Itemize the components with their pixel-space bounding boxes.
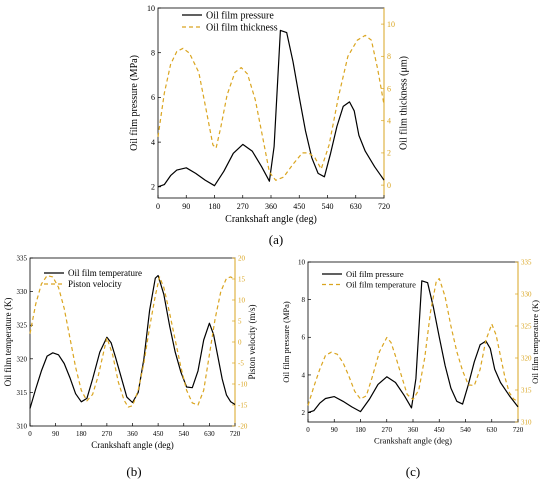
plot-frame	[29, 257, 236, 427]
left-tick-label: 10	[147, 4, 155, 13]
x-tick-label: 450	[153, 430, 164, 438]
chart-panel-c: 0 90 180 270 360 450 540 630 720 Crankshaft angle…	[280, 252, 550, 458]
right-tick-label: 310	[521, 418, 532, 426]
left-tick-label: 325	[17, 322, 28, 330]
left-tick-label: 320	[17, 355, 28, 363]
panel-label-a: (a)	[268, 232, 284, 247]
x-axis-label: Crankshaft angle (deg)	[374, 436, 452, 446]
left-tick-label: 2	[151, 183, 155, 192]
legend-label-2: Oil film thickness	[206, 23, 278, 34]
right-tick-label: 0	[387, 181, 391, 190]
x-tick-label: 630	[350, 202, 362, 211]
chart-a-svg: 0 90 180 270 360 450 540 630 720 Crankshaft angle…	[129, 4, 410, 225]
x-axis-label: Crankshaft angle (deg)	[225, 214, 317, 225]
x-tick-label: 270	[382, 426, 393, 434]
right-tick-label: 10	[387, 20, 395, 29]
left-axis-label: Oil film pressure (MPa)	[129, 55, 140, 151]
legend-label-2: Oil film temperature	[346, 279, 416, 289]
left-tick-label: 335	[17, 254, 28, 262]
x-tick-label: 720	[378, 202, 390, 211]
panel-label-c: (c)	[405, 464, 421, 479]
x-tick-label: 0	[28, 430, 32, 438]
right-tick-label: 335	[521, 258, 532, 266]
right-tick-label: -20	[238, 422, 248, 430]
series-line-2	[157, 34, 385, 181]
left-tick-label: 6	[302, 334, 306, 342]
series-line-2	[307, 278, 519, 406]
x-tick-label: 90	[182, 202, 190, 211]
right-tick-label: 4	[387, 117, 391, 126]
left-tick-label: 315	[17, 389, 28, 397]
x-tick-label: 0	[306, 426, 310, 434]
x-tick-label: 180	[76, 430, 87, 438]
x-tick-label: 180	[209, 202, 221, 211]
x-tick-label: 630	[487, 426, 498, 434]
right-tick-label: 0	[238, 338, 242, 346]
right-tick-label: 320	[521, 354, 532, 362]
x-tick-label: 360	[127, 430, 138, 438]
chart-c-svg: 0 90 180 270 360 450 540 630 720 Crankshaft angle…	[281, 258, 540, 446]
x-tick-label: 270	[102, 430, 113, 438]
right-tick-label: 8	[387, 52, 391, 61]
series-line-1	[29, 274, 236, 409]
x-tick-label: 630	[204, 430, 215, 438]
left-tick-label: 10	[298, 258, 306, 266]
panel-label-b: (b)	[126, 464, 142, 479]
x-tick-label: 180	[355, 426, 366, 434]
left-tick-label: 4	[302, 371, 306, 379]
x-tick-label: 0	[156, 202, 160, 211]
left-axis-label: Oil film temperature (K)	[3, 298, 13, 387]
series-line-1	[157, 29, 385, 188]
x-tick-label: 720	[513, 426, 524, 434]
right-axis-label: Piston velocity (m/s)	[247, 305, 257, 380]
left-tick-label: 2	[302, 409, 306, 417]
right-axis-label: Oil film temperature (K)	[530, 300, 540, 384]
x-tick-label: 720	[230, 430, 241, 438]
x-tick-label: 90	[331, 426, 339, 434]
left-axis-label: Oil film pressure (MPa)	[281, 301, 291, 383]
right-tick-label: 6	[387, 84, 391, 93]
x-tick-label: 90	[52, 430, 60, 438]
right-tick-label: -15	[238, 401, 248, 409]
right-tick-label: 315	[521, 386, 532, 394]
legend-label-1: Oil film temperature	[68, 268, 142, 278]
legend-label-1: Oil film pressure	[206, 11, 274, 22]
left-tick-label: 310	[17, 422, 28, 430]
left-tick-label: 6	[151, 93, 155, 102]
left-tick-label: 330	[17, 288, 28, 296]
chart-panel-b: 0 90 180 270 360 450 540 630 720 Crankshaft angle…	[0, 248, 272, 458]
x-tick-label: 540	[322, 202, 334, 211]
series-line-1	[307, 280, 519, 414]
left-tick-label: 8	[302, 296, 306, 304]
x-tick-label: 540	[460, 426, 471, 434]
x-tick-label: 450	[293, 202, 305, 211]
right-tick-label: 330	[521, 290, 532, 298]
x-tick-label: 450	[434, 426, 445, 434]
left-tick-label: 8	[151, 49, 155, 58]
right-axis-label: Oil film thickness (μm)	[398, 56, 409, 150]
x-tick-label: 270	[237, 202, 249, 211]
x-tick-label: 360	[408, 426, 419, 434]
right-tick-label: 10	[238, 296, 246, 304]
series-line-2	[29, 275, 236, 408]
chart-panel-a: 0 90 180 270 360 450 540 630 720 Crankshaft angle…	[120, 2, 440, 225]
right-tick-label: 15	[238, 275, 246, 283]
legend-label-2: Piston velocity	[68, 279, 122, 289]
x-axis-label: Crankshaft angle (deg)	[91, 440, 173, 450]
right-tick-label: -5	[238, 359, 244, 367]
legend-label-1: Oil film pressure	[346, 269, 404, 279]
right-tick-label: 20	[238, 254, 246, 262]
right-tick-label: 5	[238, 317, 242, 325]
left-tick-label: 4	[151, 138, 155, 147]
right-tick-label: 325	[521, 322, 532, 330]
right-tick-label: 2	[387, 149, 391, 158]
chart-b-svg: 0 90 180 270 360 450 540 630 720 Crankshaft angle…	[3, 254, 257, 450]
right-tick-label: -10	[238, 380, 248, 388]
x-tick-label: 540	[179, 430, 190, 438]
x-tick-label: 360	[265, 202, 277, 211]
